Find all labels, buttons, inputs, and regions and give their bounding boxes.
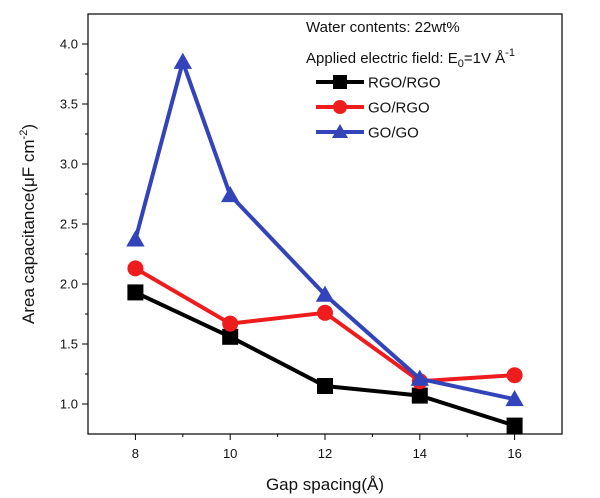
y-tick-label: 3.5: [60, 97, 78, 112]
x-axis-title: Gap spacing(Å): [266, 475, 384, 494]
y-tick-label: 2.5: [60, 217, 78, 232]
marker-triangle: [315, 285, 335, 302]
x-tick-label: 16: [507, 446, 521, 461]
y-tick-label: 2.0: [60, 277, 78, 292]
marker-triangle: [331, 123, 349, 139]
marker-circle: [127, 260, 144, 277]
y-axis-title: Area capacitance(μF cm-2): [18, 124, 38, 324]
marker-triangle: [221, 186, 240, 203]
annotation-water-contents: Water contents: 22wt%: [306, 19, 460, 36]
plot-frame: [87, 13, 563, 435]
annotation-electric-field: Applied electric field: E0=1V Å-1: [306, 47, 515, 70]
marker-triangle: [173, 52, 192, 69]
legend-label: GO/GO: [368, 125, 419, 142]
series-line-go-rgo: [134, 266, 515, 384]
marker-square: [333, 75, 347, 89]
series-layer: [126, 52, 524, 434]
marker-square: [222, 328, 239, 345]
axes-layer: [82, 13, 563, 440]
y-tick-label: 3.0: [60, 157, 78, 172]
marker-triangle: [505, 390, 524, 407]
marker-square: [506, 417, 523, 434]
x-tick-label: 14: [413, 446, 427, 461]
marker-triangle: [410, 369, 429, 386]
marker-square: [127, 284, 144, 301]
marker-circle: [506, 367, 523, 384]
x-tick-label: 12: [318, 446, 332, 461]
marker-triangle: [126, 230, 145, 247]
marker-circle: [222, 315, 239, 332]
text-layer: 8 10 12 14 16 1.0 1.5 2.0 2.5 3.0 3.5 4.0 Gap spacin…: [18, 19, 522, 494]
y-tick-label: 1.5: [60, 337, 78, 352]
series-line-go-go: [133, 55, 516, 402]
marker-circle: [317, 304, 333, 321]
marker-square: [317, 378, 333, 394]
x-tick-label: 10: [223, 446, 237, 461]
legend-label: GO/RGO: [368, 100, 430, 117]
x-tick-label: 8: [132, 446, 139, 461]
y-tick-label: 1.0: [60, 397, 78, 412]
legend-label: RGO/RGO: [368, 75, 441, 92]
y-tick-label: 4.0: [60, 37, 78, 52]
marker-square: [411, 387, 428, 404]
marker-circle: [333, 100, 347, 114]
